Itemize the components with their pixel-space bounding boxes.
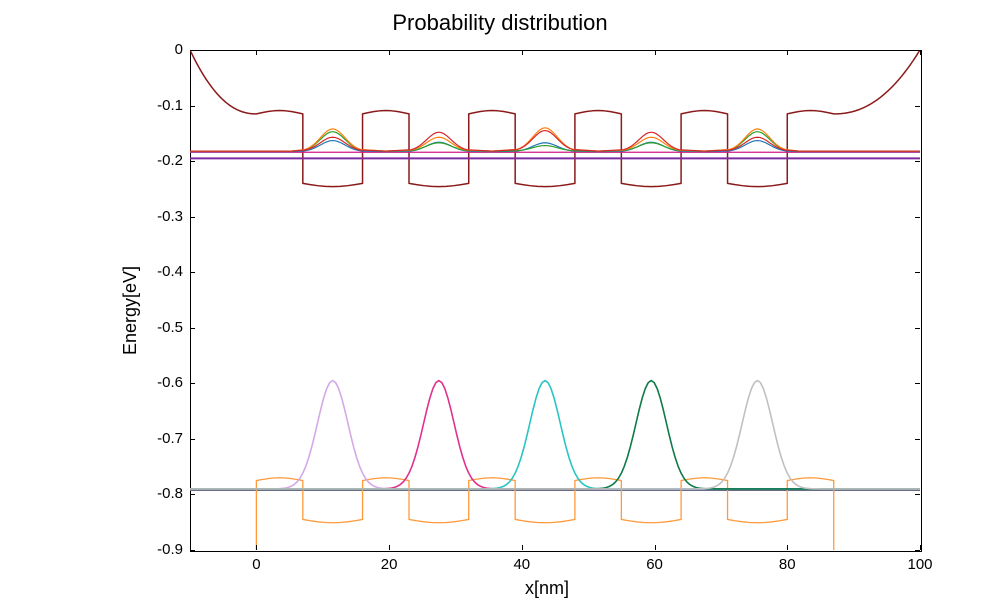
tick-mark [389, 545, 390, 550]
tick-mark [522, 50, 523, 55]
tick-mark [190, 383, 195, 384]
tick-mark [190, 50, 195, 51]
y-tick-label: -0.2 [135, 152, 183, 169]
tick-mark [915, 383, 920, 384]
x-tick-label: 0 [236, 556, 276, 573]
y-tick-label: -0.7 [135, 430, 183, 447]
tick-mark [190, 494, 195, 495]
tick-mark [915, 106, 920, 107]
tick-mark [787, 545, 788, 550]
tick-mark [787, 50, 788, 55]
plot-svg [0, 0, 1000, 600]
tick-mark [190, 328, 195, 329]
y-tick-label: -0.8 [135, 485, 183, 502]
y-tick-label: -0.4 [135, 263, 183, 280]
tick-mark [389, 50, 390, 55]
tick-mark [190, 161, 195, 162]
tick-mark [915, 272, 920, 273]
tick-mark [190, 106, 195, 107]
x-tick-label: 20 [369, 556, 409, 573]
chart-root: Probability distribution Energy[eV] x[nm… [0, 0, 1000, 600]
tick-mark [190, 439, 195, 440]
tick-mark [256, 545, 257, 550]
y-tick-label: -0.5 [135, 319, 183, 336]
y-tick-label: 0 [135, 41, 183, 58]
tick-mark [256, 50, 257, 55]
tick-mark [190, 550, 195, 551]
x-axis-label: x[nm] [525, 578, 569, 599]
tick-mark [190, 217, 195, 218]
tick-mark [920, 50, 921, 55]
tick-mark [915, 217, 920, 218]
x-tick-label: 80 [767, 556, 807, 573]
y-tick-label: -0.3 [135, 208, 183, 225]
tick-mark [190, 272, 195, 273]
tick-mark [920, 545, 921, 550]
x-tick-label: 100 [900, 556, 940, 573]
y-tick-label: -0.1 [135, 97, 183, 114]
tick-mark [915, 494, 920, 495]
tick-mark [915, 161, 920, 162]
tick-mark [915, 550, 920, 551]
tick-mark [655, 50, 656, 55]
tick-mark [655, 545, 656, 550]
x-tick-label: 60 [635, 556, 675, 573]
y-tick-label: -0.6 [135, 374, 183, 391]
tick-mark [915, 439, 920, 440]
y-tick-label: -0.9 [135, 541, 183, 558]
x-tick-label: 40 [502, 556, 542, 573]
tick-mark [915, 328, 920, 329]
tick-mark [522, 545, 523, 550]
